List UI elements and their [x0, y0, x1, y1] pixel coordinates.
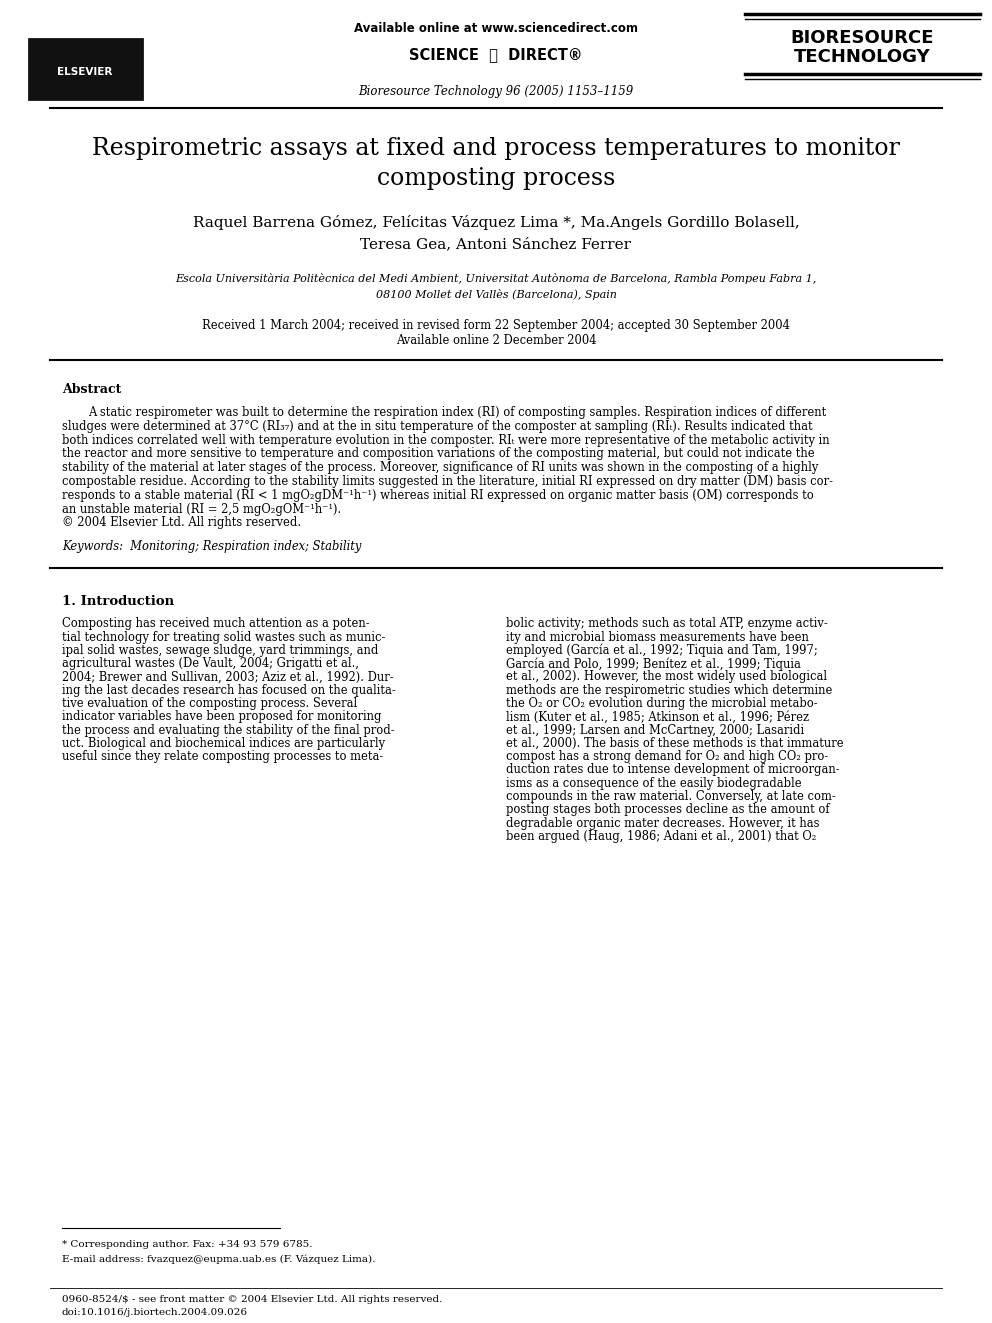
- Text: García and Polo, 1999; Benítez et al., 1999; Tiquia: García and Polo, 1999; Benítez et al., 1…: [506, 658, 801, 671]
- Text: ELSEVIER: ELSEVIER: [58, 67, 113, 77]
- Text: ity and microbial biomass measurements have been: ity and microbial biomass measurements h…: [506, 631, 808, 643]
- Text: been argued (Haug, 1986; Adani et al., 2001) that O₂: been argued (Haug, 1986; Adani et al., 2…: [506, 830, 816, 843]
- Text: A static respirometer was built to determine the respiration index (RI) of compo: A static respirometer was built to deter…: [88, 406, 826, 419]
- Text: compounds in the raw material. Conversely, at late com-: compounds in the raw material. Conversel…: [506, 790, 835, 803]
- Text: 1. Introduction: 1. Introduction: [62, 595, 175, 609]
- Text: 2004; Brewer and Sullivan, 2003; Aziz et al., 1992). Dur-: 2004; Brewer and Sullivan, 2003; Aziz et…: [62, 671, 394, 684]
- Text: ing the last decades research has focused on the qualita-: ing the last decades research has focuse…: [62, 684, 396, 697]
- Text: SCIENCE  ⓓ  DIRECT®: SCIENCE ⓓ DIRECT®: [410, 48, 582, 62]
- Text: isms as a consequence of the easily biodegradable: isms as a consequence of the easily biod…: [506, 777, 802, 790]
- Text: 0960-8524/$ - see front matter © 2004 Elsevier Ltd. All rights reserved.: 0960-8524/$ - see front matter © 2004 El…: [62, 1295, 442, 1304]
- Text: useful since they relate composting processes to meta-: useful since they relate composting proc…: [62, 750, 383, 763]
- Text: the process and evaluating the stability of the final prod-: the process and evaluating the stability…: [62, 724, 395, 737]
- Text: duction rates due to intense development of microorgan-: duction rates due to intense development…: [506, 763, 839, 777]
- Text: degradable organic mater decreases. However, it has: degradable organic mater decreases. Howe…: [506, 816, 819, 830]
- Text: methods are the respirometric studies which determine: methods are the respirometric studies wh…: [506, 684, 832, 697]
- Text: ipal solid wastes, sewage sludge, yard trimmings, and: ipal solid wastes, sewage sludge, yard t…: [62, 644, 378, 656]
- Text: posting stages both processes decline as the amount of: posting stages both processes decline as…: [506, 803, 829, 816]
- Text: an unstable material (RI = 2,5 mgO₂gOM⁻¹h⁻¹).: an unstable material (RI = 2,5 mgO₂gOM⁻¹…: [62, 503, 341, 516]
- Text: tial technology for treating solid wastes such as munic-: tial technology for treating solid waste…: [62, 631, 385, 643]
- Text: compost has a strong demand for O₂ and high CO₂ pro-: compost has a strong demand for O₂ and h…: [506, 750, 828, 763]
- Text: * Corresponding author. Fax: +34 93 579 6785.: * Corresponding author. Fax: +34 93 579 …: [62, 1240, 312, 1249]
- Text: 08100 Mollet del Vallès (Barcelona), Spain: 08100 Mollet del Vallès (Barcelona), Spa…: [376, 288, 616, 299]
- Text: agricultural wastes (De Vault, 2004; Grigatti et al.,: agricultural wastes (De Vault, 2004; Gri…: [62, 658, 359, 671]
- Text: sludges were determined at 37°C (RI₃₇) and at the in situ temperature of the com: sludges were determined at 37°C (RI₃₇) a…: [62, 419, 812, 433]
- Text: Raquel Barrena Gómez, Felícitas Vázquez Lima *, Ma.Angels Gordillo Bolasell,: Raquel Barrena Gómez, Felícitas Vázquez …: [192, 214, 800, 229]
- Text: Respirometric assays at fixed and process temperatures to monitor: Respirometric assays at fixed and proces…: [92, 136, 900, 160]
- Text: et al., 1999; Larsen and McCartney, 2000; Lasaridi: et al., 1999; Larsen and McCartney, 2000…: [506, 724, 805, 737]
- Text: © 2004 Elsevier Ltd. All rights reserved.: © 2004 Elsevier Ltd. All rights reserved…: [62, 516, 302, 529]
- Text: et al., 2000). The basis of these methods is that immature: et al., 2000). The basis of these method…: [506, 737, 843, 750]
- Text: the reactor and more sensitive to temperature and composition variations of the : the reactor and more sensitive to temper…: [62, 447, 814, 460]
- Text: responds to a stable material (RI < 1 mgO₂gDM⁻¹h⁻¹) whereas initial RI expressed: responds to a stable material (RI < 1 mg…: [62, 488, 813, 501]
- Text: composting process: composting process: [377, 167, 615, 189]
- Text: Received 1 March 2004; received in revised form 22 September 2004; accepted 30 S: Received 1 March 2004; received in revis…: [202, 319, 790, 332]
- Text: the O₂ or CO₂ evolution during the microbial metabo-: the O₂ or CO₂ evolution during the micro…: [506, 697, 817, 710]
- Text: Teresa Gea, Antoni Sánchez Ferrer: Teresa Gea, Antoni Sánchez Ferrer: [360, 237, 632, 251]
- Text: Available online at www.sciencedirect.com: Available online at www.sciencedirect.co…: [354, 21, 638, 34]
- Text: Abstract: Abstract: [62, 382, 121, 396]
- Text: Escola Universitària Politècnica del Medi Ambient, Universitat Autònoma de Barce: Escola Universitària Politècnica del Med…: [176, 273, 816, 283]
- Text: Available online 2 December 2004: Available online 2 December 2004: [396, 333, 596, 347]
- FancyBboxPatch shape: [28, 38, 143, 101]
- Text: E-mail address: fvazquez@eupma.uab.es (F. Vázquez Lima).: E-mail address: fvazquez@eupma.uab.es (F…: [62, 1254, 375, 1263]
- Text: Composting has received much attention as a poten-: Composting has received much attention a…: [62, 618, 370, 630]
- Text: doi:10.1016/j.biortech.2004.09.026: doi:10.1016/j.biortech.2004.09.026: [62, 1308, 248, 1316]
- Text: uct. Biological and biochemical indices are particularly: uct. Biological and biochemical indices …: [62, 737, 385, 750]
- Text: bolic activity; methods such as total ATP, enzyme activ-: bolic activity; methods such as total AT…: [506, 618, 827, 630]
- Text: BIORESOURCE: BIORESOURCE: [791, 29, 933, 48]
- Text: et al., 2002). However, the most widely used biological: et al., 2002). However, the most widely …: [506, 671, 827, 684]
- Text: compostable residue. According to the stability limits suggested in the literatu: compostable residue. According to the st…: [62, 475, 833, 488]
- Text: indicator variables have been proposed for monitoring: indicator variables have been proposed f…: [62, 710, 382, 724]
- Text: Keywords:  Monitoring; Respiration index; Stability: Keywords: Monitoring; Respiration index;…: [62, 540, 361, 553]
- Text: employed (García et al., 1992; Tiquia and Tam, 1997;: employed (García et al., 1992; Tiquia an…: [506, 644, 817, 658]
- Text: Bioresource Technology 96 (2005) 1153–1159: Bioresource Technology 96 (2005) 1153–11…: [358, 86, 634, 98]
- Text: stability of the material at later stages of the process. Moreover, significance: stability of the material at later stage…: [62, 462, 818, 474]
- Text: both indices correlated well with temperature evolution in the composter. RIₜ we: both indices correlated well with temper…: [62, 434, 829, 447]
- Text: lism (Kuter et al., 1985; Atkinson et al., 1996; Pérez: lism (Kuter et al., 1985; Atkinson et al…: [506, 710, 809, 724]
- Text: TECHNOLOGY: TECHNOLOGY: [794, 48, 930, 66]
- Text: tive evaluation of the composting process. Several: tive evaluation of the composting proces…: [62, 697, 357, 710]
